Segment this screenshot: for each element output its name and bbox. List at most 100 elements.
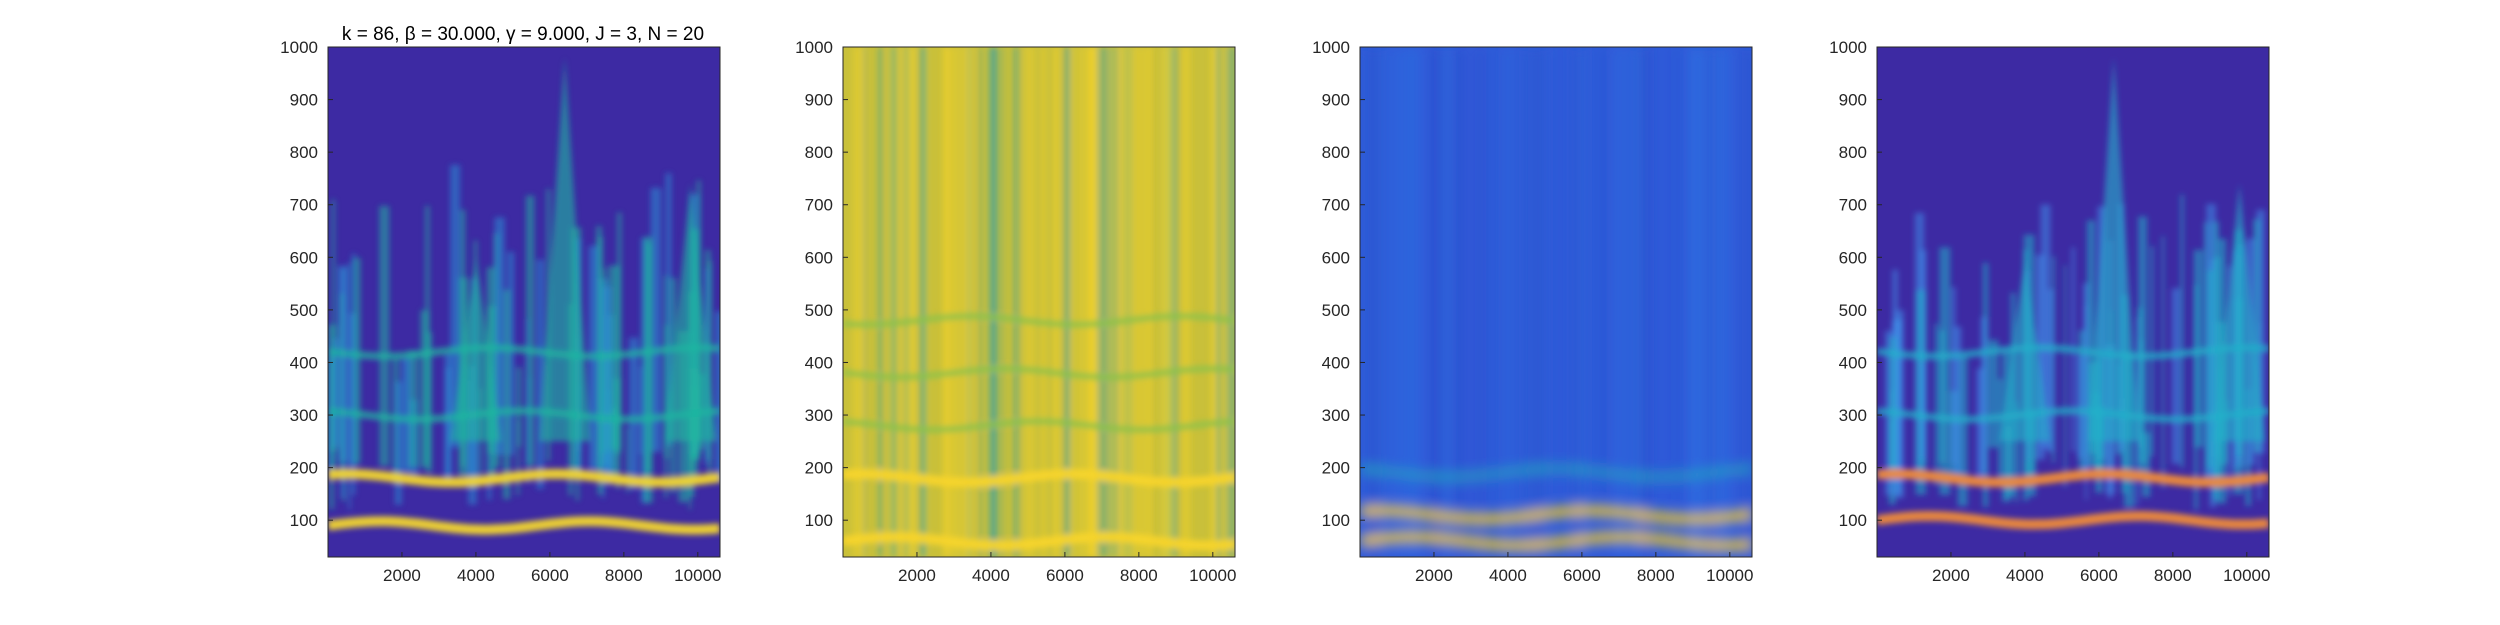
- heatmap-streak: [1024, 47, 1036, 557]
- heatmap-streak: [858, 47, 865, 557]
- x-tick-label: 4000: [457, 566, 495, 585]
- heatmap-streak: [2142, 432, 2151, 498]
- heatmap-streak: [331, 199, 335, 472]
- heatmap-streak: [987, 47, 996, 557]
- heatmap-streak: [1719, 47, 1729, 557]
- y-tick-label: 100: [290, 511, 318, 530]
- axes-box: [1876, 46, 2270, 558]
- heatmap-band: [1360, 531, 1752, 551]
- y-tick-label: 800: [290, 143, 318, 162]
- heatmap-streak: [2138, 216, 2148, 464]
- heatmap-streak: [1216, 47, 1221, 557]
- heatmap-streak: [920, 47, 927, 557]
- heatmap-streak: [1108, 47, 1119, 557]
- heatmap-streak: [1502, 47, 1506, 557]
- x-tick-label: 10000: [674, 566, 721, 585]
- heatmap-band: [1360, 465, 1752, 481]
- heatmap-streak: [1710, 47, 1717, 557]
- heatmap-band: [1877, 344, 2269, 360]
- heatmap-panel-3: 2000 4000 6000 8000 10000 100 200 300 400 500 600 7…: [1312, 38, 1753, 585]
- heatmap-streak: [341, 268, 346, 499]
- heatmap-streak: [1521, 47, 1527, 557]
- heatmap-streak: [617, 212, 622, 450]
- heatmap-field: [1877, 57, 2269, 530]
- heatmap-streak: [1063, 47, 1069, 557]
- heatmap-streak: [1104, 47, 1109, 557]
- heatmap-streak: [2180, 194, 2184, 468]
- heatmap-streak: [1602, 47, 1606, 557]
- heatmap-streak: [1182, 47, 1186, 557]
- heatmap-peak: [2087, 57, 2140, 442]
- x-tick-label: 8000: [1120, 566, 1158, 585]
- y-tick-label: 400: [805, 353, 833, 372]
- y-tick-label: 900: [1322, 91, 1350, 110]
- heatmap-streak: [1144, 47, 1153, 557]
- heatmap-streak: [1166, 47, 1176, 557]
- heatmap-streak: [1504, 47, 1511, 557]
- heatmap-streak: [394, 381, 402, 505]
- heatmap-streak: [951, 47, 961, 557]
- heatmap-streak: [1631, 47, 1634, 557]
- heatmap-streak: [1364, 47, 1371, 557]
- heatmap-streak: [2077, 355, 2084, 459]
- heatmap-streak: [1040, 47, 1047, 557]
- x-tick-label: 6000: [1046, 566, 1084, 585]
- heatmap-streak: [1119, 47, 1130, 557]
- heatmap-streak: [2161, 236, 2165, 489]
- heatmap-streak: [1698, 47, 1703, 557]
- y-tick-label: 500: [290, 301, 318, 320]
- heatmap-streak: [445, 367, 450, 476]
- heatmap-streak: [348, 261, 351, 510]
- heatmap-streak: [503, 289, 511, 500]
- heatmap-field: [843, 47, 1235, 557]
- heatmap-panel-1: 2000 4000 6000 8000 10000 100 200 300 400 500 600 7…: [280, 38, 721, 585]
- heatmap-streak: [887, 47, 897, 557]
- x-tick-label: 4000: [2006, 566, 2044, 585]
- heatmap-band: [328, 468, 720, 488]
- y-tick-label: 700: [290, 196, 318, 215]
- heatmap-streak: [536, 259, 544, 489]
- heatmap-streak: [2040, 204, 2051, 449]
- heatmap-streak: [851, 47, 860, 557]
- heatmap-streak: [626, 426, 630, 493]
- heatmap-streak: [1634, 47, 1641, 557]
- heatmap-band: [843, 312, 1235, 329]
- heatmap-streak: [526, 318, 529, 462]
- heatmap-streak: [2253, 219, 2261, 453]
- heatmap-streak: [629, 337, 639, 490]
- axes-box: [842, 46, 1236, 558]
- heatmap-streak: [407, 350, 419, 468]
- heatmap-streak: [1689, 47, 1698, 557]
- y-tick-label: 700: [805, 196, 833, 215]
- heatmap-streak: [2086, 220, 2096, 467]
- heatmap-peak: [2213, 183, 2266, 442]
- x-tick-label: 10000: [1706, 566, 1753, 585]
- heatmap-streak: [2064, 265, 2067, 488]
- heatmap-streak: [1052, 47, 1057, 557]
- heatmap-streak: [1001, 47, 1005, 557]
- heatmap-streak: [516, 420, 520, 496]
- heatmap-streak: [516, 367, 522, 447]
- heatmap-streak: [1406, 47, 1413, 557]
- heatmap-streak: [2171, 288, 2180, 464]
- chart-title: k = 86, β = 30.000, γ = 9.000, J = 3, N …: [342, 24, 704, 45]
- heatmap-streak: [1889, 337, 1899, 479]
- heatmap-streak: [1053, 47, 1061, 557]
- heatmap-streak: [525, 195, 535, 467]
- y-tick-label: 600: [1322, 248, 1350, 267]
- y-tick-label: 900: [290, 91, 318, 110]
- x-tick-label: 2000: [383, 566, 421, 585]
- heatmap-field: [328, 57, 720, 535]
- heatmap-streak: [1109, 47, 1114, 557]
- heatmap-band: [1877, 510, 2269, 530]
- heatmap-band: [843, 531, 1235, 551]
- heatmap-streak: [1131, 47, 1139, 557]
- heatmap-streak: [1741, 47, 1752, 557]
- x-tick-label: 8000: [1637, 566, 1675, 585]
- y-tick-label: 100: [1839, 511, 1867, 530]
- heatmap-band: [328, 344, 720, 360]
- heatmap-panel-2: 2000 4000 6000 8000 10000 100 200 300 400 500 600 7…: [795, 38, 1236, 585]
- heatmap-streak: [2047, 289, 2054, 453]
- y-tick-label: 900: [805, 91, 833, 110]
